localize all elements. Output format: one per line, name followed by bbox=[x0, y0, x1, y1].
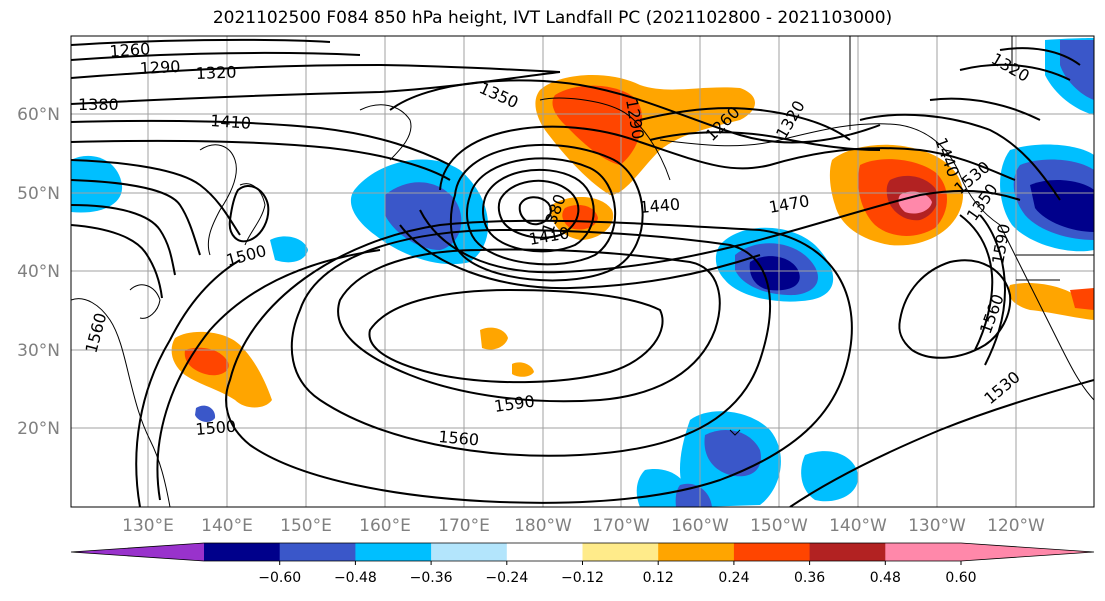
lat-label: 20°N bbox=[17, 419, 60, 439]
colorbar-tick-label: −0.12 bbox=[561, 570, 604, 586]
lat-label: 60°N bbox=[17, 105, 60, 125]
lon-label: 180°W bbox=[514, 516, 572, 536]
colorbar-outline bbox=[70, 542, 1095, 562]
colorbar-tick-label: 0.24 bbox=[718, 570, 749, 586]
contour-label: 1260 bbox=[109, 39, 151, 61]
lon-label: 130°E bbox=[122, 516, 174, 536]
colorbar-swatch bbox=[355, 543, 432, 561]
colorbar-tick-label: −0.24 bbox=[485, 570, 528, 586]
lat-label: 50°N bbox=[17, 184, 60, 204]
colorbar-swatch bbox=[658, 543, 735, 561]
colorbar-tick-label: 0.12 bbox=[643, 570, 674, 586]
lon-label: 150°E bbox=[280, 516, 332, 536]
contour-label: 1440 bbox=[639, 195, 681, 217]
contour-label: 1410 bbox=[210, 111, 252, 133]
colorbar-swatch bbox=[431, 543, 508, 561]
lon-label: 150°W bbox=[750, 516, 808, 536]
colorbar-swatch bbox=[733, 543, 811, 561]
colorbar-extend-high bbox=[961, 543, 1094, 561]
colorbar-swatch bbox=[506, 543, 583, 561]
neg-region-west-atlantic bbox=[71, 155, 123, 213]
colorbar-tick-label: 0.60 bbox=[945, 570, 976, 586]
colorbar-swatch bbox=[279, 543, 356, 561]
latitude-labels: 60°N 50°N 40°N 30°N 20°N bbox=[17, 105, 60, 439]
contour-label: 1290 bbox=[139, 57, 181, 78]
lon-label: 140°E bbox=[201, 516, 253, 536]
ivt-shading bbox=[71, 38, 1094, 507]
colorbar-swatch bbox=[885, 543, 962, 561]
colorbar-tick-label: −0.60 bbox=[258, 570, 301, 586]
contour-label: 1380 bbox=[78, 95, 119, 114]
lat-label: 40°N bbox=[17, 262, 60, 282]
colorbar-tick-label: 0.36 bbox=[794, 570, 825, 586]
lon-label: 170°E bbox=[438, 516, 490, 536]
map-frame bbox=[70, 35, 1095, 508]
colorbar: −0.60 −0.48 −0.36 −0.24 −0.12 0.12 0.24 0.36 0.4… bbox=[70, 542, 1095, 586]
lon-label: 120°W bbox=[987, 516, 1045, 536]
colorbar-tick-label: −0.48 bbox=[334, 570, 377, 586]
colorbar-swatch bbox=[204, 543, 281, 561]
colorbar-swatch bbox=[582, 543, 659, 561]
colorbar-tick-label: −0.36 bbox=[410, 570, 453, 586]
height-contours bbox=[71, 38, 1094, 507]
colorbar-swatch bbox=[809, 543, 886, 561]
lon-label: 170°W bbox=[592, 516, 650, 536]
lon-label: 160°W bbox=[671, 516, 729, 536]
lat-label: 30°N bbox=[17, 341, 60, 361]
map-title: 2021102500 F084 850 hPa height, IVT Land… bbox=[212, 8, 893, 28]
contour-label: 1320 bbox=[195, 63, 236, 83]
lon-label: 160°E bbox=[359, 516, 411, 536]
contour-label: 1500 bbox=[195, 417, 237, 439]
colorbar-extend-low bbox=[71, 543, 204, 561]
lon-label: 140°W bbox=[829, 516, 887, 536]
lon-label: 130°W bbox=[908, 516, 966, 536]
longitude-labels: 130°E 140°E 150°E 160°E 170°E 180°W 170°… bbox=[122, 516, 1045, 536]
contour-label: 1560 bbox=[438, 427, 480, 449]
colorbar-tick-label: 0.48 bbox=[870, 570, 901, 586]
